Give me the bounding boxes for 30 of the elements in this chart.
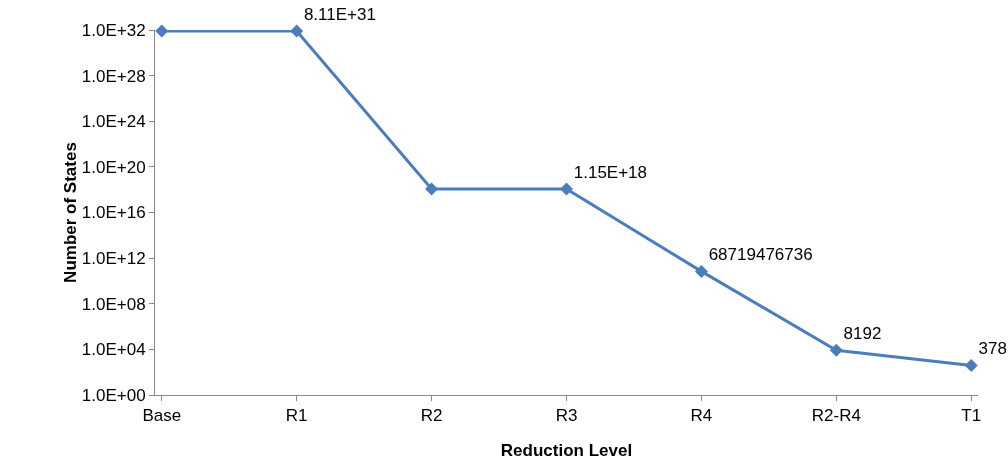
y-tick-label: 1.0E+08 (81, 294, 146, 314)
x-tick-label: R2-R4 (811, 406, 861, 426)
y-tick-label: 1.0E+04 (81, 340, 146, 360)
data-label: 68719476736 (708, 244, 813, 264)
data-label: 8192 (843, 323, 882, 343)
point (155, 24, 169, 38)
y-tick-label: 1.0E+20 (81, 157, 146, 177)
point (964, 359, 978, 373)
y-tick-label: 1.0E+12 (81, 249, 146, 269)
y-tick-label: 1.0E+28 (81, 66, 146, 86)
y-tick-label: 1.0E+32 (81, 20, 146, 40)
x-axis-title: Reduction Level (500, 441, 633, 460)
y-tick-label: 1.0E+24 (81, 112, 146, 132)
y-tick-label: 1.0E+16 (81, 203, 146, 223)
x-tick-label: R2 (420, 406, 443, 426)
point (425, 182, 439, 196)
data-label: 378 (978, 339, 1007, 359)
point (694, 264, 708, 278)
x-tick-label: Base (142, 406, 182, 426)
point (829, 343, 843, 357)
x-tick-label: R1 (285, 406, 308, 426)
x-tick-label: T1 (961, 406, 982, 426)
y-tick-label: 1.0E+00 (81, 385, 146, 405)
data-label: 1.15E+18 (573, 162, 648, 182)
x-tick-label: R4 (690, 406, 713, 426)
data-label: 8.11E+31 (303, 4, 376, 24)
point (290, 24, 304, 38)
point (560, 182, 573, 196)
x-tick-label: R3 (555, 406, 578, 426)
y-axis-title: Number of States (60, 142, 80, 283)
